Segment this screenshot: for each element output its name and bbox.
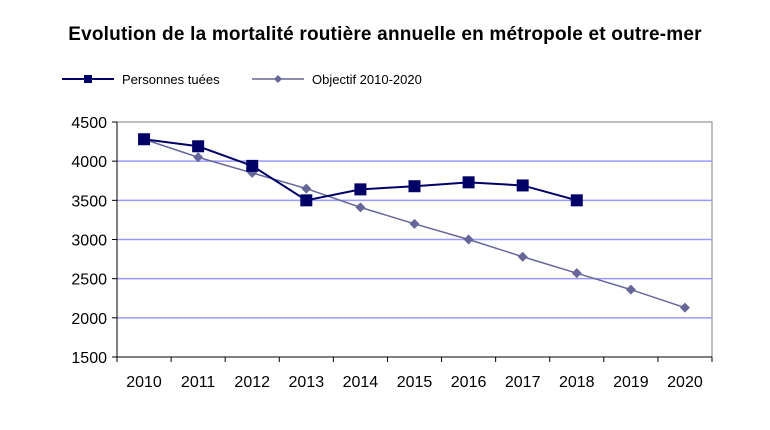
x-tick-label: 2018 [559,374,595,391]
y-tick-label: 4500 [71,115,107,132]
y-tick-label: 4000 [71,154,107,171]
x-tick-label: 2012 [234,374,270,391]
data-point-objectif [571,268,582,279]
data-point-personnes-tuees [138,133,151,146]
data-point-personnes-tuees [570,194,583,207]
x-tick-label: 2019 [613,374,649,391]
data-point-objectif [301,183,312,194]
data-point-personnes-tuees [192,140,205,153]
data-point-objectif [355,202,366,213]
y-tick-label: 3500 [71,193,107,210]
y-tick-label: 1500 [71,350,107,367]
data-point-personnes-tuees [300,194,313,207]
data-point-objectif [409,218,420,229]
data-point-personnes-tuees [408,180,421,193]
x-tick-label: 2015 [397,374,433,391]
y-tick-label: 3000 [71,233,107,250]
legend-label-personnes-tuees: Personnes tuées [122,72,220,87]
data-point-objectif [517,251,528,262]
legend-diamond-marker-icon [252,75,304,83]
legend-label-objectif: Objectif 2010-2020 [312,72,422,87]
data-point-personnes-tuees [462,176,475,189]
data-point-personnes-tuees [354,183,367,196]
x-tick-label: 2010 [126,374,162,391]
x-tick-label: 2014 [343,374,379,391]
y-tick-label: 2000 [71,311,107,328]
data-point-personnes-tuees [516,179,529,192]
x-tick-label: 2016 [451,374,487,391]
legend-square-marker-icon [62,75,114,83]
y-tick-label: 2500 [71,272,107,289]
data-point-personnes-tuees [246,159,259,172]
data-point-objectif [679,302,690,313]
chart-title: Evolution de la mortalité routière annue… [68,24,702,45]
data-point-objectif [625,284,636,295]
x-tick-label: 2011 [181,374,216,391]
data-point-objectif [463,234,474,245]
x-tick-label: 2017 [505,374,541,391]
data-point-objectif [193,152,204,163]
x-tick-label: 2020 [667,374,703,391]
x-tick-label: 2013 [289,374,325,391]
